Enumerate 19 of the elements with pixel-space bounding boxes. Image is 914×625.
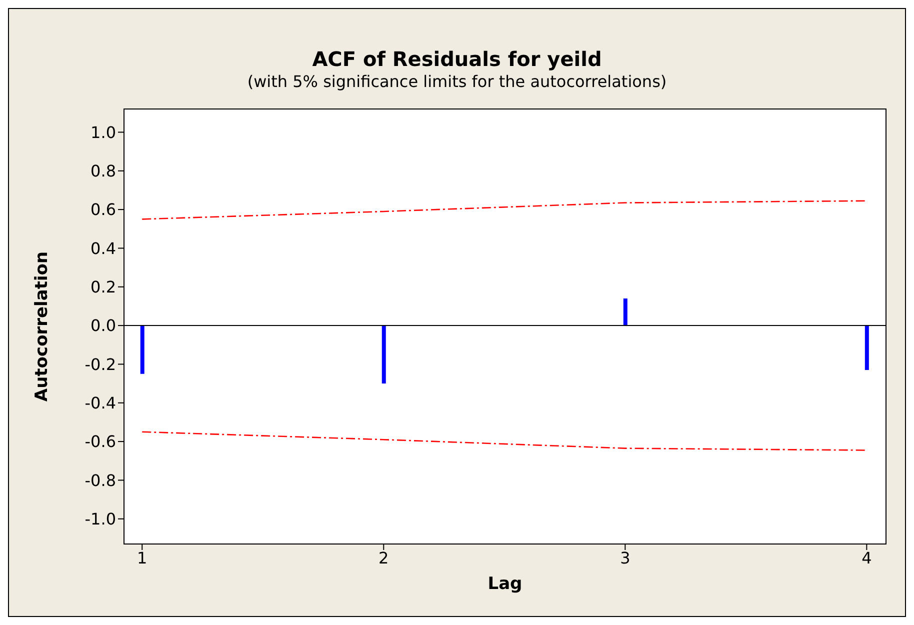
y-tick-label: 0.6	[90, 200, 116, 220]
x-axis-title: Lag	[488, 574, 522, 594]
x-tick-label: 3	[620, 548, 630, 568]
y-tick-label: -0.6	[84, 432, 116, 452]
y-tick-label: 0.4	[90, 238, 116, 258]
x-tick-label: 2	[378, 548, 389, 568]
y-tick-label: -0.2	[84, 354, 116, 374]
y-tick-label: -0.4	[84, 394, 116, 413]
y-tick-label: -1.0	[84, 510, 116, 529]
chart-title: ACF of Residuals for yeild	[311, 47, 603, 71]
y-axis-title: Autocorrelation	[32, 251, 52, 402]
y-tick-label: -0.8	[84, 470, 116, 490]
y-tick-label: 0.8	[90, 162, 116, 181]
chart-subtitle: (with 5% significance limits for the autocorrelations)	[246, 72, 668, 91]
x-tick-label: 1	[137, 548, 148, 568]
y-tick-label: 0.0	[90, 316, 116, 336]
y-tick-label: 1.0	[90, 122, 116, 142]
y-tick-label: 0.2	[90, 278, 116, 297]
x-tick-label: 4	[862, 548, 872, 568]
